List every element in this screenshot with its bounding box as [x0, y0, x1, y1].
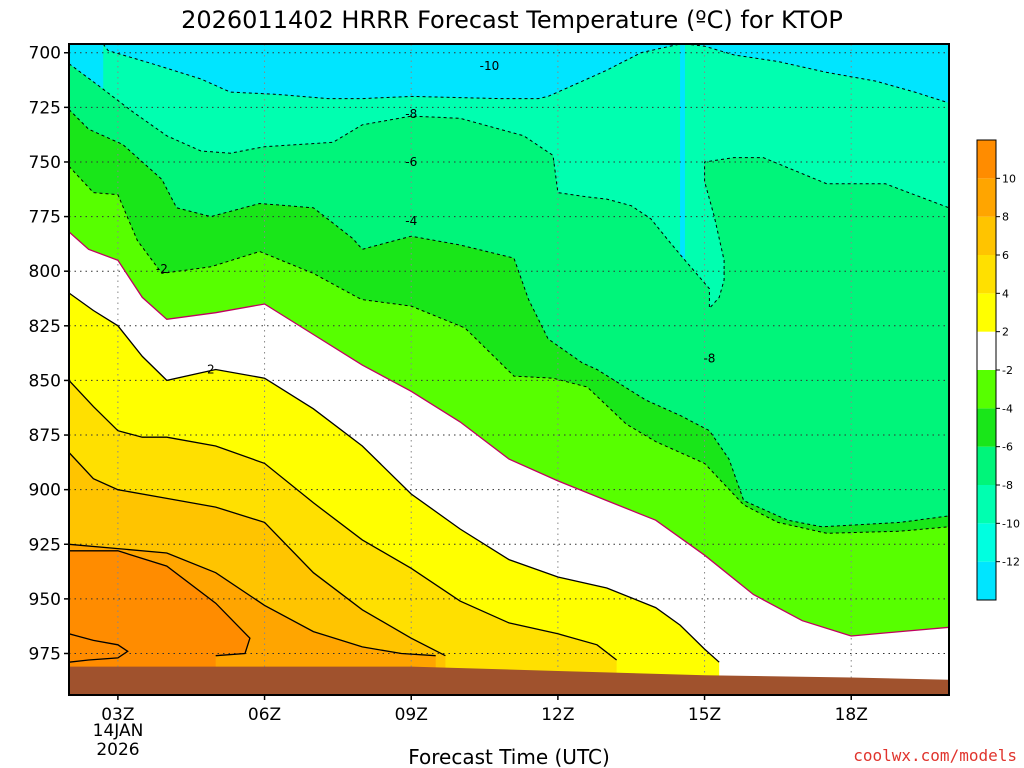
colorbar-swatch	[977, 178, 996, 217]
x-tick-label: 12Z	[541, 705, 574, 725]
x-axis-label: Forecast Time (UTC)	[408, 745, 610, 768]
colorbar-swatch	[977, 523, 996, 562]
contour-label: 2	[207, 363, 215, 377]
colorbar-swatch	[977, 331, 996, 370]
colorbar-label: -12	[1002, 556, 1020, 569]
y-tick-label: 825	[29, 317, 61, 337]
colorbar-label: 6	[1002, 249, 1009, 262]
colorbar-label: 4	[1002, 287, 1009, 300]
colorbar-label: 8	[1002, 211, 1009, 224]
x-tick-label: 15Z	[688, 705, 721, 725]
contour-label: -6	[405, 155, 417, 169]
colorbar-label: -10	[1002, 517, 1020, 530]
isotherm--2	[69, 231, 949, 637]
contour-lines	[69, 44, 949, 663]
contour-label: -8	[703, 352, 715, 366]
plot-frame	[68, 43, 950, 696]
isotherm-10	[69, 633, 129, 663]
contour-label: -2	[156, 262, 168, 276]
y-tick-label: 800	[29, 262, 61, 282]
y-axis: 700 725 750 775 800 825 850 875 900 925 950 975	[29, 44, 69, 664]
plot-grid	[69, 44, 949, 695]
y-tick-label: 775	[29, 208, 61, 228]
chart-title: 2026011402 HRRR Forecast Temperature (ºC…	[181, 6, 843, 34]
date-label-year: 2026	[96, 740, 139, 760]
date-label-day: 14JAN	[93, 721, 144, 741]
y-tick-label: 975	[29, 644, 61, 664]
y-tick-label: 900	[29, 481, 61, 501]
contour-label: -10	[480, 59, 500, 73]
isotherm-6	[69, 452, 446, 657]
colorbar-swatch	[977, 293, 996, 332]
plot-fills	[69, 44, 949, 695]
contour-labels: -10 -8 -6 -4 -2 2 -8	[156, 59, 716, 377]
colorbar-swatch	[977, 255, 996, 294]
colorbar-label: 2	[1002, 326, 1009, 339]
isotherm--6	[69, 109, 949, 528]
x-tick-label: 03Z	[101, 705, 134, 725]
colorbar-swatch	[977, 446, 996, 485]
isotherm-8b	[69, 550, 251, 657]
credit-link[interactable]: coolwx.com/models	[853, 746, 1017, 765]
y-tick-label: 850	[29, 371, 61, 391]
terrain-fill	[69, 666, 949, 695]
isotherm--8	[69, 63, 949, 310]
isotherm-4	[69, 379, 617, 661]
contour-label: -8	[405, 107, 417, 121]
y-tick-label: 925	[29, 535, 61, 555]
colorbar-label: -2	[1002, 364, 1013, 377]
colorbar-swatch	[977, 561, 996, 600]
x-tick-label: 18Z	[835, 705, 868, 725]
colorbar-swatch	[977, 216, 996, 255]
y-tick-label: 950	[29, 590, 61, 610]
y-tick-label: 700	[29, 44, 61, 64]
x-tick-label: 09Z	[395, 705, 428, 725]
colorbar-label: 10	[1002, 172, 1016, 185]
y-tick-label: 875	[29, 426, 61, 446]
colorbar: -12 -10 -8 -6 -4 -2 2 4 6 8 10	[976, 139, 1020, 601]
isotherm-8	[69, 543, 436, 657]
colorbar-label: -4	[1002, 402, 1013, 415]
colorbar-swatch	[977, 370, 996, 409]
x-tick-label: 06Z	[248, 705, 281, 725]
band-fill-8b	[69, 550, 250, 695]
y-tick-label: 725	[29, 98, 61, 118]
isotherm--10b	[684, 44, 949, 104]
colorbar-swatch	[977, 485, 996, 524]
x-axis: 03Z 06Z 09Z 12Z 15Z 18Z	[101, 695, 868, 725]
colorbar-label: -6	[1002, 441, 1013, 454]
band-fill-10	[69, 633, 128, 695]
isotherm-2	[69, 292, 720, 663]
colorbar-label: -8	[1002, 479, 1013, 492]
y-tick-label: 750	[29, 153, 61, 173]
colorbar-swatch	[977, 408, 996, 447]
isotherm--10	[102, 44, 681, 100]
colorbar-swatch	[977, 140, 996, 179]
contour-label: -4	[405, 214, 417, 228]
terrain	[69, 666, 949, 695]
